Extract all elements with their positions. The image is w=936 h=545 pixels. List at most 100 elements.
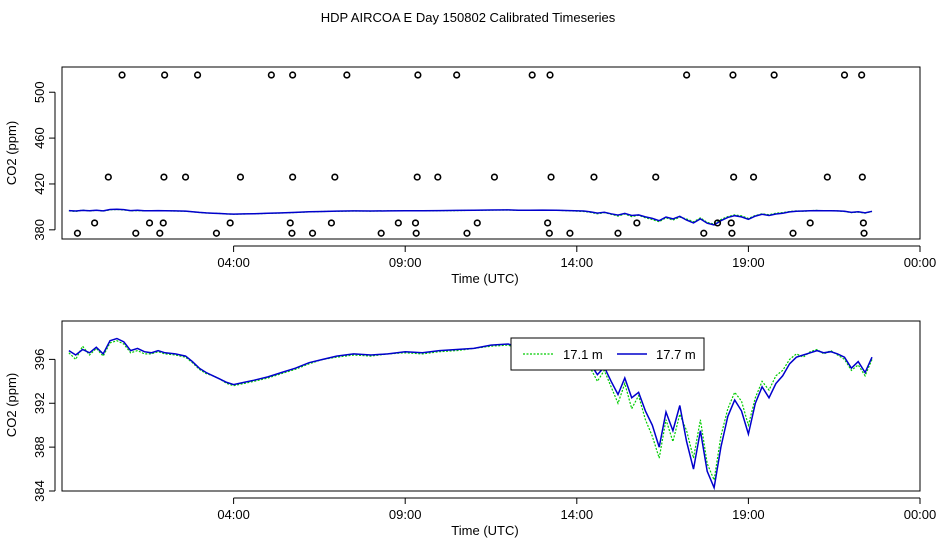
- calibration-point: [713, 219, 722, 227]
- series-group-bottom: [68, 337, 873, 491]
- calibration-point: [343, 71, 351, 79]
- calibration-point: [286, 219, 294, 227]
- calibration-point: [91, 219, 99, 227]
- calibration-point: [544, 219, 552, 227]
- calibration-point: [749, 173, 758, 181]
- calibration-point: [858, 173, 866, 181]
- calibration-point: [377, 229, 385, 237]
- x-tick-label: 19:00: [732, 507, 765, 522]
- calibration-point: [463, 229, 471, 237]
- calibration-point: [547, 173, 555, 181]
- calibration-point: [434, 173, 442, 181]
- y-axis-bottom: 384 388 392 396: [32, 349, 56, 502]
- calibration-point: [331, 173, 339, 181]
- x-axis-label-bottom: Time (UTC): [451, 523, 518, 538]
- calibration-point: [789, 229, 797, 237]
- calibration-point: [700, 229, 708, 237]
- plot-frame-top: [61, 66, 921, 240]
- calibration-point: [860, 229, 868, 237]
- y-tick-label: 392: [32, 392, 47, 414]
- y-axis-label-top: CO2 (ppm): [4, 121, 19, 185]
- calibration-point: [413, 173, 421, 181]
- x-tick-label: 00:00: [904, 255, 936, 270]
- calibration-point: [806, 219, 814, 227]
- calibration-point: [73, 229, 82, 237]
- calibration-point: [652, 173, 660, 181]
- legend: 17.1 m 17.7 m: [510, 337, 705, 371]
- x-tick-label: 04:00: [217, 255, 250, 270]
- calibration-point: [728, 229, 736, 237]
- x-tick-label: 14:00: [561, 507, 594, 522]
- calibration-point: [823, 173, 831, 181]
- x-axis-top: 04:00 09:00 14:00 19:00 00:00: [217, 245, 936, 270]
- calibration-point: [104, 173, 112, 181]
- calibration-point: [394, 219, 402, 227]
- calibration-point: [414, 71, 422, 79]
- calibration-point: [267, 71, 275, 79]
- x-tick-label: 04:00: [217, 507, 250, 522]
- calibration-point: [145, 219, 154, 227]
- x-tick-label: 00:00: [904, 507, 936, 522]
- y-tick-label: 460: [32, 127, 47, 149]
- legend-label-17-7m: 17.7 m: [656, 347, 696, 362]
- plot-frame-bottom: [61, 320, 921, 492]
- calibration-point: [566, 229, 574, 237]
- calibration-point: [411, 219, 420, 227]
- calibration-point: [156, 229, 164, 237]
- series-group-top: [68, 208, 873, 226]
- x-tick-label: 14:00: [561, 255, 594, 270]
- calibration-point: [288, 229, 296, 237]
- calibration-point: [770, 71, 778, 79]
- x-tick-label: 09:00: [389, 507, 422, 522]
- y-tick-label: 500: [32, 81, 47, 103]
- calibration-point: [181, 173, 190, 181]
- x-tick-label: 19:00: [732, 255, 765, 270]
- y-tick-label: 380: [32, 219, 47, 241]
- y-tick-label: 388: [32, 436, 47, 458]
- figure-title: HDP AIRCOA E Day 150802 Calibrated Times…: [321, 10, 616, 25]
- calibration-point: [236, 173, 245, 181]
- calibration-point: [308, 229, 317, 237]
- calibration-point: [412, 229, 420, 237]
- y-tick-label: 384: [32, 480, 47, 502]
- y-axis-label-bottom: CO2 (ppm): [4, 373, 19, 437]
- calibration-point: [633, 219, 641, 227]
- y-tick-label: 396: [32, 349, 47, 371]
- calibration-point: [858, 71, 866, 79]
- panel-calibration: 380 420 460 500 04:00 09:00 14:00 19:00 00:00 C…: [4, 66, 936, 286]
- calibration-point: [327, 219, 336, 227]
- calibration-point: [545, 229, 553, 237]
- panel-timeseries: 384 388 392 396 04:00 09:00 14:00 19:00 00:00 C…: [4, 320, 936, 538]
- calibration-point: [528, 71, 536, 79]
- x-tick-label: 09:00: [389, 255, 422, 270]
- calibration-point: [859, 219, 867, 227]
- y-tick-label: 420: [32, 173, 47, 195]
- calibration-point: [683, 71, 691, 79]
- series-line-17-1-m: [68, 340, 873, 483]
- series-line-17-7-m: [68, 208, 873, 226]
- calibration-point: [490, 173, 499, 181]
- calibration-point: [453, 71, 461, 79]
- y-axis-top: 380 420 460 500: [32, 81, 56, 241]
- calibration-point: [161, 71, 169, 79]
- calibration-point: [614, 229, 622, 237]
- calibration-point: [193, 71, 202, 79]
- calibration-point: [590, 173, 598, 181]
- calibration-point: [840, 71, 849, 79]
- calibration-point: [727, 219, 735, 227]
- calibration-point: [159, 219, 167, 227]
- calibration-point: [160, 173, 168, 181]
- calibration-point: [212, 229, 221, 237]
- calibration-point: [289, 71, 297, 79]
- x-axis-label-top: Time (UTC): [451, 271, 518, 286]
- calibration-point: [730, 173, 738, 181]
- legend-box: [510, 337, 705, 371]
- calibration-points: [73, 71, 868, 237]
- calibration-point: [289, 173, 297, 181]
- calibration-point: [226, 219, 234, 227]
- calibration-point: [473, 219, 481, 227]
- x-axis-bottom: 04:00 09:00 14:00 19:00 00:00: [217, 497, 936, 522]
- calibration-point: [118, 71, 126, 79]
- calibration-point: [132, 229, 140, 237]
